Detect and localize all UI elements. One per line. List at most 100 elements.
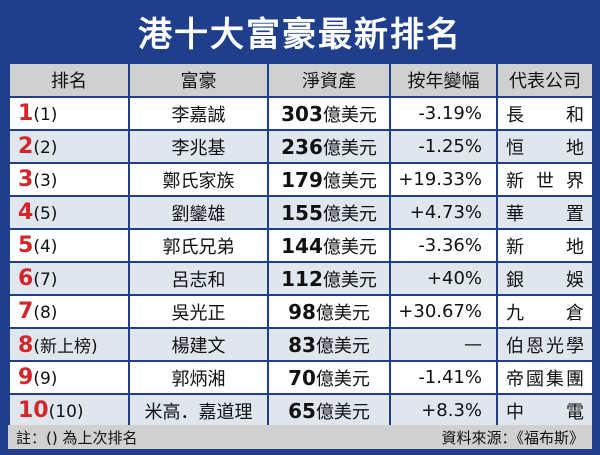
previous-rank: (7) — [33, 270, 58, 290]
rank-cell: 1(1) — [8, 96, 130, 131]
company-char: 新 — [506, 170, 524, 192]
net-worth-value: 70 — [288, 365, 316, 390]
rank-cell: 3(3) — [8, 162, 130, 197]
rank-cell: 9(9) — [8, 360, 130, 395]
company-char: 倉 — [566, 302, 584, 324]
table-row: 1(1) 李嘉誠 303億美元 -3.19% 長和 — [8, 96, 594, 131]
net-worth-cell: 303億美元 — [267, 96, 391, 131]
footer-note: 註：() 為上次排名 — [16, 428, 138, 447]
yearly-change: +40% — [389, 261, 498, 296]
previous-rank: (2) — [33, 138, 58, 158]
previous-rank: (5) — [33, 204, 58, 224]
rank-cell: 2(2) — [8, 129, 130, 164]
tycoon-name: 郭炳湘 — [128, 360, 269, 395]
company-name: 新地 — [506, 233, 584, 259]
company-name: 帝國集團 — [506, 365, 584, 391]
table-row: 7(8) 吳光正 98億美元 +30.67% 九倉 — [8, 294, 594, 329]
rank-cell: 5(4) — [8, 228, 130, 263]
company-char: 集 — [546, 368, 564, 390]
company-char: 中 — [506, 401, 524, 423]
yearly-change: -3.36% — [389, 228, 498, 263]
tycoon-name: 吳光正 — [128, 294, 269, 329]
previous-rank: (9) — [33, 369, 58, 389]
rank-cell: 4(5) — [8, 195, 130, 230]
tycoon-name: 郭氏兄弟 — [128, 228, 269, 263]
company-name: 伯恩光學 — [506, 332, 584, 358]
net-worth-unit: 億美元 — [322, 269, 377, 291]
net-worth-cell: 98億美元 — [267, 294, 391, 329]
net-worth-value: 83 — [288, 332, 316, 357]
company-cell: 九倉 — [496, 294, 594, 329]
previous-rank: (3) — [33, 171, 58, 191]
header-company: 代表公司 — [496, 62, 594, 98]
net-worth-unit: 億美元 — [322, 203, 377, 225]
company-char: 國 — [526, 368, 544, 390]
net-worth-unit: 億美元 — [315, 302, 370, 324]
net-worth-unit: 億美元 — [322, 170, 377, 192]
company-char: 華 — [506, 203, 524, 225]
rank-number: 3 — [18, 167, 34, 192]
company-name: 長和 — [506, 101, 584, 127]
previous-rank: (1) — [33, 105, 58, 125]
company-char: 地 — [566, 137, 584, 159]
company-name: 華置 — [506, 200, 584, 226]
rank-number: 7 — [18, 299, 34, 324]
net-worth-cell: 83億美元 — [267, 327, 391, 362]
company-cell: 華置 — [496, 195, 594, 230]
yearly-change: +19.33% — [389, 162, 498, 197]
net-worth-cell: 65億美元 — [267, 393, 391, 428]
previous-rank: (新上榜) — [33, 336, 98, 357]
rank-number: 9 — [18, 365, 34, 390]
net-worth-cell: 112億美元 — [267, 261, 391, 296]
yearly-change: +30.67% — [389, 294, 498, 329]
company-cell: 伯恩光學 — [496, 327, 594, 362]
company-cell: 銀娛 — [496, 261, 594, 296]
company-char: 伯 — [506, 335, 524, 357]
company-name: 新世界 — [506, 167, 584, 193]
net-worth-unit: 億美元 — [322, 236, 377, 258]
rank-number: 6 — [18, 266, 34, 291]
tycoon-name: 劉鑾雄 — [128, 195, 269, 230]
rank-cell: 7(8) — [8, 294, 130, 329]
company-char: 地 — [566, 236, 584, 258]
yearly-change: +8.3% — [389, 393, 498, 428]
page-title: 港十大富豪最新排名 — [138, 14, 462, 55]
net-worth-cell: 236億美元 — [267, 129, 391, 164]
net-worth-unit: 億美元 — [315, 401, 370, 423]
table-row: 10(10) 米高．嘉道理 65億美元 +8.3% 中電 — [8, 393, 594, 428]
tycoon-name: 李兆基 — [128, 129, 269, 164]
company-char: 新 — [506, 236, 524, 258]
rank-cell: 8(新上榜) — [8, 327, 130, 362]
table-row: 4(5) 劉鑾雄 155億美元 +4.73% 華置 — [8, 195, 594, 230]
company-char: 光 — [546, 335, 564, 357]
company-cell: 長和 — [496, 96, 594, 131]
previous-rank: (4) — [33, 237, 58, 257]
company-char: 銀 — [506, 269, 524, 291]
net-worth-cell: 144億美元 — [267, 228, 391, 263]
net-worth-cell: 70億美元 — [267, 360, 391, 395]
company-char: 娛 — [566, 269, 584, 291]
company-name: 銀娛 — [506, 266, 584, 292]
header-tycoon: 富豪 — [128, 62, 269, 98]
company-cell: 帝國集團 — [496, 360, 594, 395]
net-worth-value: 303 — [281, 101, 323, 126]
previous-rank: (10) — [48, 402, 84, 422]
ranking-table: 排名 富豪 淨資產 按年變幅 代表公司 1(1) 李嘉誠 303億美元 -3.19% 長… — [8, 62, 594, 428]
table-row: 3(3) 鄭氏家族 179億美元 +19.33% 新世界 — [8, 162, 594, 197]
tycoon-name: 李嘉誠 — [128, 96, 269, 131]
company-cell: 中電 — [496, 393, 594, 428]
yearly-change: +4.73% — [389, 195, 498, 230]
rank-number: 10 — [18, 398, 49, 423]
company-name: 九倉 — [506, 299, 584, 325]
company-char: 團 — [566, 368, 584, 390]
company-char: 界 — [566, 170, 584, 192]
tycoon-name: 呂志和 — [128, 261, 269, 296]
table-row: 9(9) 郭炳湘 70億美元 -1.41% 帝國集團 — [8, 360, 594, 395]
footer-source: 資料來源：《福布斯》 — [441, 428, 584, 447]
net-worth-value: 65 — [288, 398, 316, 423]
rank-number: 4 — [18, 200, 34, 225]
tycoon-name: 鄭氏家族 — [128, 162, 269, 197]
company-char: 九 — [506, 302, 524, 324]
company-char: 置 — [566, 203, 584, 225]
net-worth-value: 112 — [281, 266, 323, 291]
